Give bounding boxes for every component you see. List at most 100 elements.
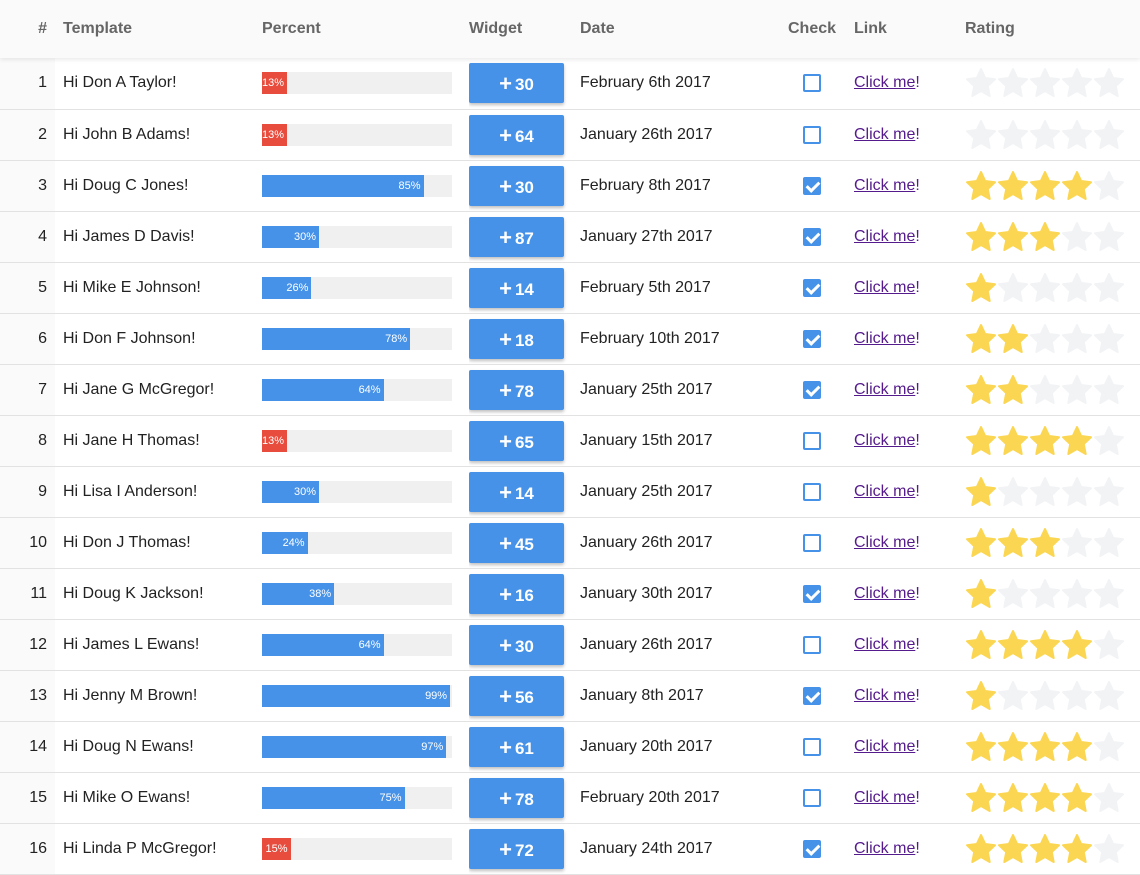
star-filled-icon[interactable] — [965, 782, 997, 814]
star-filled-icon[interactable] — [1061, 425, 1093, 457]
click-me-link[interactable]: Click me — [854, 839, 916, 857]
click-me-link[interactable]: Click me — [854, 737, 916, 755]
star-filled-icon[interactable] — [965, 170, 997, 202]
star-empty-icon[interactable] — [1061, 374, 1093, 406]
click-me-link[interactable]: Click me — [854, 482, 916, 500]
star-empty-icon[interactable] — [1029, 272, 1061, 304]
header-template[interactable]: Template — [63, 20, 133, 37]
star-empty-icon[interactable] — [1093, 272, 1125, 304]
widget-button[interactable]: +30 — [469, 624, 564, 665]
star-filled-icon[interactable] — [997, 374, 1029, 406]
star-empty-icon[interactable] — [1061, 119, 1093, 151]
click-me-link[interactable]: Click me — [854, 176, 916, 194]
star-filled-icon[interactable] — [965, 680, 997, 712]
header-check[interactable]: Check — [787, 20, 837, 37]
click-me-link[interactable]: Click me — [854, 125, 916, 143]
star-empty-icon[interactable] — [1093, 374, 1125, 406]
star-empty-icon[interactable] — [965, 67, 997, 99]
star-empty-icon[interactable] — [1093, 425, 1125, 457]
star-empty-icon[interactable] — [997, 119, 1029, 151]
check-checkbox[interactable] — [803, 278, 821, 297]
widget-button[interactable]: +18 — [469, 318, 564, 359]
rating-stars[interactable] — [965, 731, 1140, 763]
widget-button[interactable]: +45 — [469, 522, 564, 563]
star-empty-icon[interactable] — [1093, 629, 1125, 661]
header-date[interactable]: Date — [580, 20, 615, 37]
star-empty-icon[interactable] — [997, 680, 1029, 712]
check-checkbox[interactable] — [803, 482, 821, 501]
header-percent[interactable]: Percent — [262, 20, 321, 37]
click-me-link[interactable]: Click me — [854, 788, 916, 806]
check-checkbox[interactable] — [803, 329, 821, 348]
star-filled-icon[interactable] — [965, 221, 997, 253]
star-empty-icon[interactable] — [997, 578, 1029, 610]
star-empty-icon[interactable] — [1061, 272, 1093, 304]
star-filled-icon[interactable] — [997, 170, 1029, 202]
star-empty-icon[interactable] — [1093, 578, 1125, 610]
star-empty-icon[interactable] — [965, 119, 997, 151]
star-empty-icon[interactable] — [1093, 476, 1125, 508]
star-filled-icon[interactable] — [965, 374, 997, 406]
star-filled-icon[interactable] — [1061, 833, 1093, 865]
star-filled-icon[interactable] — [997, 221, 1029, 253]
star-filled-icon[interactable] — [1061, 629, 1093, 661]
header-link[interactable]: Link — [854, 20, 887, 37]
star-empty-icon[interactable] — [1093, 119, 1125, 151]
star-filled-icon[interactable] — [1029, 221, 1061, 253]
check-checkbox[interactable] — [803, 74, 821, 93]
star-filled-icon[interactable] — [1061, 782, 1093, 814]
star-empty-icon[interactable] — [1093, 833, 1125, 865]
star-empty-icon[interactable] — [1029, 680, 1061, 712]
click-me-link[interactable]: Click me — [854, 635, 916, 653]
click-me-link[interactable]: Click me — [854, 329, 916, 347]
click-me-link[interactable]: Click me — [854, 584, 916, 602]
rating-stars[interactable] — [965, 119, 1140, 151]
star-empty-icon[interactable] — [1061, 323, 1093, 355]
star-filled-icon[interactable] — [965, 476, 997, 508]
check-checkbox[interactable] — [803, 176, 821, 195]
widget-button[interactable]: +16 — [469, 573, 564, 614]
rating-stars[interactable] — [965, 221, 1140, 253]
check-checkbox[interactable] — [803, 380, 821, 399]
star-empty-icon[interactable] — [1029, 119, 1061, 151]
rating-stars[interactable] — [965, 476, 1140, 508]
check-checkbox[interactable] — [803, 431, 821, 450]
star-filled-icon[interactable] — [1029, 170, 1061, 202]
rating-stars[interactable] — [965, 833, 1140, 865]
star-empty-icon[interactable] — [1093, 782, 1125, 814]
star-filled-icon[interactable] — [965, 833, 997, 865]
check-checkbox[interactable] — [803, 737, 821, 756]
click-me-link[interactable]: Click me — [854, 686, 916, 704]
star-filled-icon[interactable] — [965, 272, 997, 304]
widget-button[interactable]: +30 — [469, 63, 564, 104]
widget-button[interactable]: +14 — [469, 267, 564, 308]
star-filled-icon[interactable] — [1029, 527, 1061, 559]
rating-stars[interactable] — [965, 782, 1140, 814]
star-empty-icon[interactable] — [1061, 680, 1093, 712]
rating-stars[interactable] — [965, 425, 1140, 457]
widget-button[interactable]: +56 — [469, 675, 564, 716]
star-filled-icon[interactable] — [997, 782, 1029, 814]
rating-stars[interactable] — [965, 272, 1140, 304]
star-empty-icon[interactable] — [1093, 170, 1125, 202]
click-me-link[interactable]: Click me — [854, 533, 916, 551]
star-empty-icon[interactable] — [997, 67, 1029, 99]
star-empty-icon[interactable] — [1029, 67, 1061, 99]
widget-button[interactable]: +14 — [469, 471, 564, 512]
rating-stars[interactable] — [965, 67, 1140, 99]
star-filled-icon[interactable] — [965, 527, 997, 559]
star-empty-icon[interactable] — [1061, 476, 1093, 508]
star-filled-icon[interactable] — [1029, 425, 1061, 457]
check-checkbox[interactable] — [803, 788, 821, 807]
star-filled-icon[interactable] — [1029, 833, 1061, 865]
star-empty-icon[interactable] — [1061, 221, 1093, 253]
star-filled-icon[interactable] — [997, 833, 1029, 865]
rating-stars[interactable] — [965, 527, 1140, 559]
click-me-link[interactable]: Click me — [854, 227, 916, 245]
rating-stars[interactable] — [965, 374, 1140, 406]
star-empty-icon[interactable] — [1061, 67, 1093, 99]
star-filled-icon[interactable] — [997, 323, 1029, 355]
star-filled-icon[interactable] — [997, 731, 1029, 763]
star-filled-icon[interactable] — [965, 629, 997, 661]
check-checkbox[interactable] — [803, 584, 821, 603]
